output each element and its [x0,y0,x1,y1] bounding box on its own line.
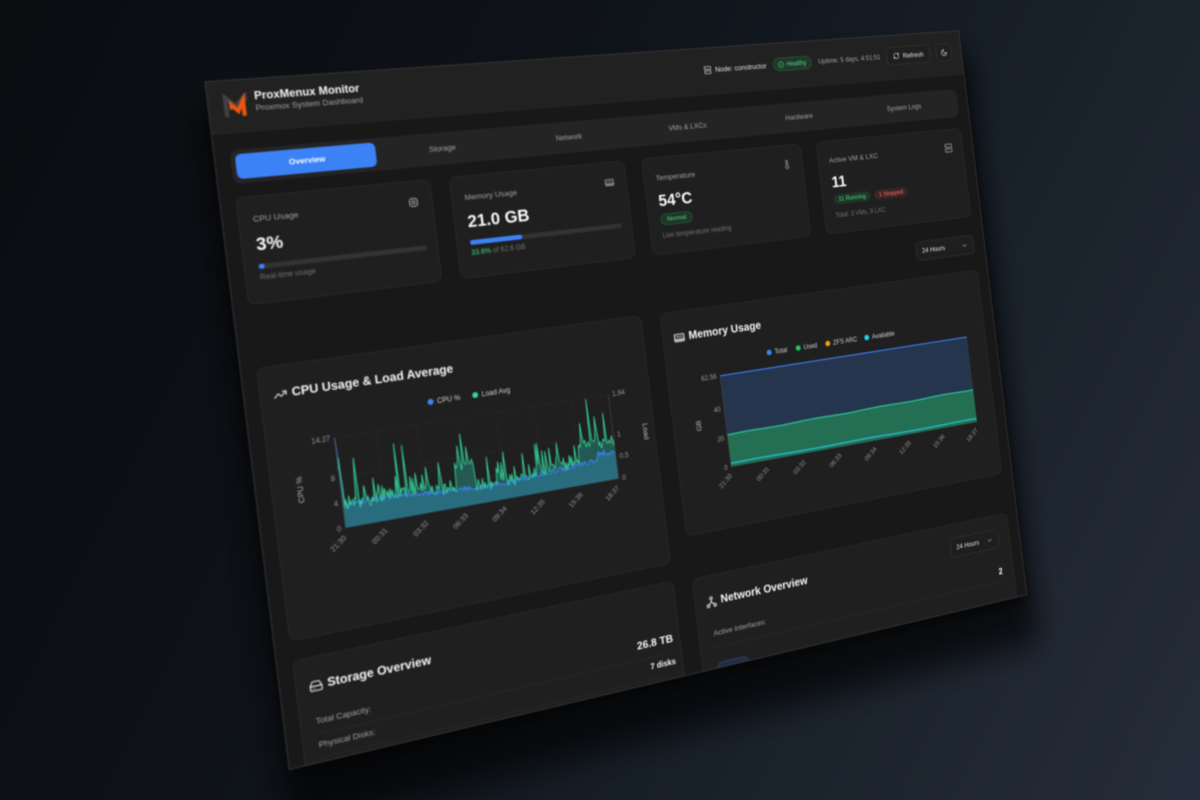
svg-text:GB: GB [694,420,703,432]
svg-text:03:32: 03:32 [792,458,807,476]
svg-text:21:30: 21:30 [329,534,349,554]
svg-text:14.27: 14.27 [311,434,331,445]
svg-text:40: 40 [713,405,721,414]
svg-text:12:35: 12:35 [529,497,547,516]
svg-text:09:34: 09:34 [491,504,509,523]
svg-text:09:34: 09:34 [863,445,878,462]
svg-text:8: 8 [330,474,336,483]
svg-text:ZFS ARC: ZFS ARC [833,335,858,346]
svg-text:15:36: 15:36 [932,433,946,450]
svg-text:CPU %: CPU % [294,476,307,504]
svg-text:0: 0 [337,525,343,534]
svg-text:06:33: 06:33 [828,452,843,469]
svg-text:Load Avg: Load Avg [481,386,511,398]
svg-text:06:33: 06:33 [452,511,471,530]
svg-text:0: 0 [622,473,627,481]
svg-text:18:37: 18:37 [604,484,621,503]
svg-text:4: 4 [333,499,339,508]
svg-text:00:31: 00:31 [370,526,389,546]
svg-text:CPU %: CPU % [437,393,461,405]
svg-text:1: 1 [617,430,622,438]
svg-text:21:30: 21:30 [718,472,734,490]
svg-text:1.94: 1.94 [612,388,626,398]
svg-text:00:31: 00:31 [755,465,771,483]
svg-text:20: 20 [717,435,725,444]
svg-text:03:32: 03:32 [412,519,431,539]
svg-text:Used: Used [803,342,817,351]
svg-text:0.5: 0.5 [619,451,629,460]
svg-text:18:37: 18:37 [965,427,979,444]
svg-text:Available: Available [872,330,896,341]
svg-text:Total: Total [774,346,788,355]
svg-text:15:36: 15:36 [567,490,585,509]
svg-text:0: 0 [724,464,729,472]
svg-text:62.56: 62.56 [701,373,718,383]
svg-text:Load: Load [641,423,651,441]
svg-text:12:35: 12:35 [898,439,913,456]
